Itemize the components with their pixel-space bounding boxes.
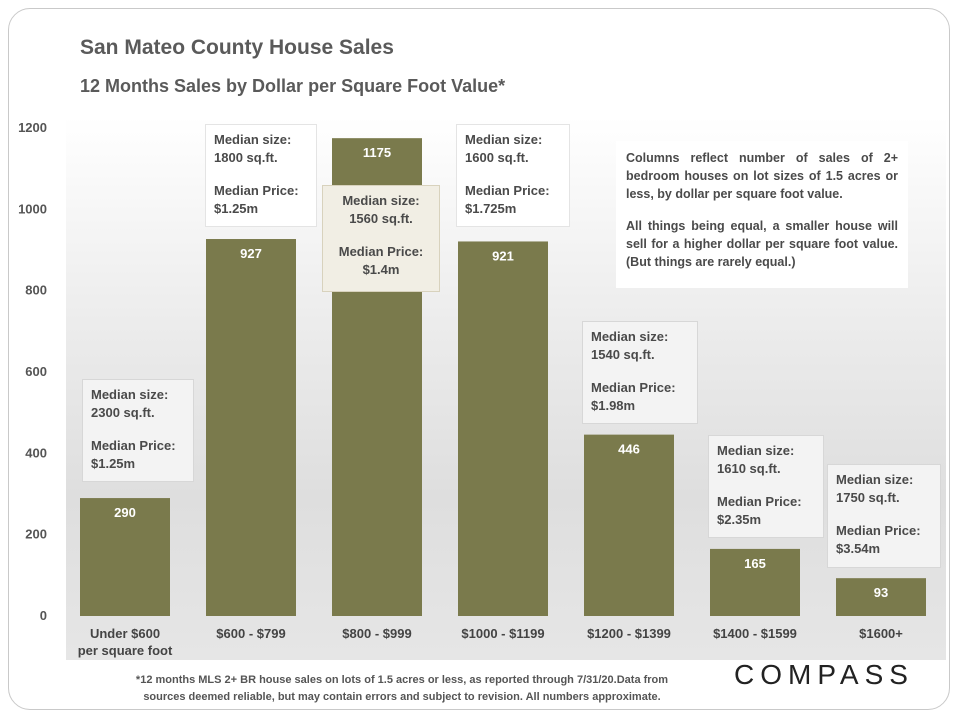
median-price-value: $1.25m: [91, 456, 136, 471]
y-tick-label: 200: [25, 527, 47, 542]
annotation-1600-plus: Median size: 1750 sq.ft. Median Price: $…: [827, 464, 941, 568]
page-title: San Mateo County House Sales: [80, 36, 394, 59]
bar: [584, 434, 674, 616]
chart-subtitle: 12 Months Sales by Dollar per Square Foo…: [80, 76, 506, 96]
median-price-label: Median Price:: [717, 494, 802, 509]
bar: [458, 241, 548, 616]
y-tick-label: 1000: [18, 201, 47, 216]
annotation-600-799: Median size: 1800 sq.ft. Median Price: $…: [205, 124, 317, 227]
median-size-label: Median size:: [465, 132, 543, 147]
y-tick-label: 0: [40, 608, 47, 623]
median-size-value: 1560 sq.ft.: [349, 211, 413, 226]
median-price-value: $1.98m: [591, 398, 636, 413]
footnote-line-2: sources deemed reliable, but may contain…: [143, 691, 661, 703]
x-tick-label: $1200 - $1399: [587, 626, 671, 641]
median-size-value: 1800 sq.ft.: [214, 150, 278, 165]
annotation-1400-1599: Median size: 1610 sq.ft. Median Price: $…: [708, 435, 824, 538]
median-size-label: Median size:: [836, 472, 914, 487]
bar-value-label: 165: [744, 556, 766, 571]
annotation-under-600: Median size: 2300 sq.ft. Median Price: $…: [82, 379, 194, 482]
median-size-value: 1610 sq.ft.: [717, 461, 781, 476]
median-price-label: Median Price:: [591, 380, 676, 395]
compass-logo: COMPASS: [734, 659, 914, 690]
median-price-label: Median Price:: [338, 244, 424, 259]
bar-value-label: 290: [114, 505, 136, 520]
bar-value-label: 93: [874, 585, 888, 600]
note-paragraph-1: Columns reflect number of sales of 2+ be…: [626, 151, 898, 201]
median-size-value: 2300 sq.ft.: [91, 405, 155, 420]
median-price-value: $3.54m: [836, 541, 881, 556]
median-price-label: Median Price:: [91, 438, 176, 453]
x-tick-label: $800 - $999: [342, 626, 411, 641]
median-size-value: 1750 sq.ft.: [836, 490, 900, 505]
bar-value-label: 446: [618, 442, 640, 457]
bar: [836, 578, 926, 616]
explanation-note: Columns reflect number of sales of 2+ be…: [616, 141, 908, 288]
median-size-label: Median size:: [717, 443, 795, 458]
median-price-value: $1.25m: [214, 201, 259, 216]
x-tick-label: Under $600: [90, 626, 160, 641]
median-size-label: Median size:: [91, 387, 169, 402]
bar-value-label: 927: [240, 246, 262, 261]
x-tick-label: $1400 - $1599: [713, 626, 797, 641]
median-size-value: 1540 sq.ft.: [591, 347, 655, 362]
median-price-value: $2.35m: [717, 512, 762, 527]
annotation-1000-1199: Median size: 1600 sq.ft. Median Price: $…: [456, 124, 570, 227]
median-price-label: Median Price:: [214, 183, 299, 198]
bar: [710, 548, 800, 616]
median-size-label: Median size:: [591, 329, 669, 344]
bar: [206, 239, 296, 616]
note-paragraph-2: All things being equal, a smaller house …: [626, 219, 898, 269]
median-size-label: Median size:: [342, 193, 420, 208]
x-tick-label: $1000 - $1199: [461, 626, 544, 641]
median-size-value: 1600 sq.ft.: [465, 150, 529, 165]
x-tick-label: $1600+: [859, 626, 903, 641]
median-price-label: Median Price:: [465, 183, 550, 198]
footnote-line-1: *12 months MLS 2+ BR house sales on lots…: [135, 674, 669, 686]
annotation-1200-1399: Median size: 1540 sq.ft. Median Price: $…: [582, 321, 698, 424]
median-price-label: Median Price:: [836, 523, 921, 538]
x-tick-label: $600 - $799: [216, 626, 285, 641]
x-tick-label: per square foot: [78, 643, 173, 658]
annotation-800-999: Median size: 1560 sq.ft. Median Price: $…: [322, 185, 440, 292]
bar-value-label: 921: [492, 248, 514, 263]
y-tick-label: 1200: [18, 120, 47, 135]
y-tick-label: 600: [25, 364, 47, 379]
footnote: *12 months MLS 2+ BR house sales on lots…: [112, 672, 692, 706]
y-tick-label: 400: [25, 445, 47, 460]
median-size-label: Median size:: [214, 132, 292, 147]
median-price-value: $1.4m: [362, 262, 400, 277]
y-tick-label: 800: [25, 283, 47, 298]
bar-value-label: 1175: [363, 145, 391, 160]
bar: [80, 498, 170, 616]
median-price-value: $1.725m: [465, 201, 517, 216]
